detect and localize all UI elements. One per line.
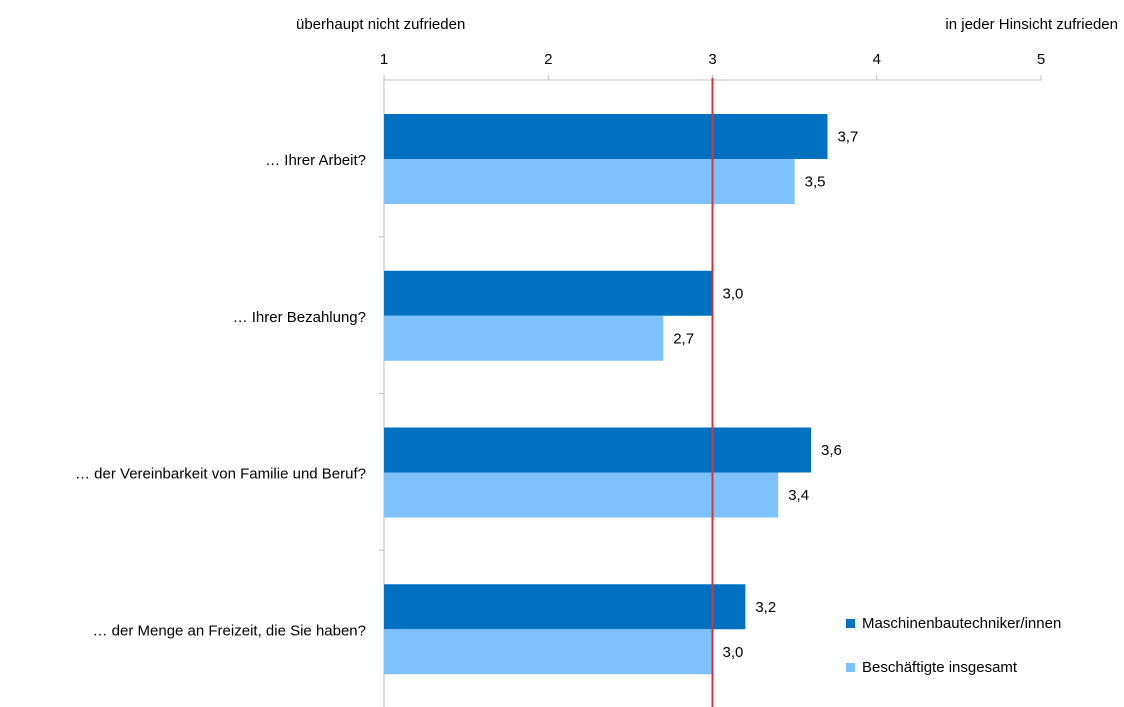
data-label-1-series-1: 3,7 [837,129,858,146]
scale-annotation-right: in jeder Hinsicht zufrieden [945,16,1118,33]
category-label-1: … Ihrer Arbeit? [265,152,366,169]
legend-swatch-series-2 [846,662,855,672]
legend: Maschinenbautechniker/innen Beschäftigte… [846,612,1061,700]
bar-4-series-2 [384,629,713,675]
x-tick-label-4: 4 [873,51,881,68]
bar-4-series-1 [384,584,746,630]
legend-label-series-1: Maschinenbautechniker/innen [862,614,1062,632]
bar-1-series-2 [384,159,795,204]
legend-item-series-2: Beschäftigte insgesamt [846,656,1061,678]
bar-3-series-2 [384,472,779,518]
legend-swatch-series-1 [846,618,855,628]
category-label-4: … der Menge an Freizeit, die Sie haben? [93,622,367,639]
x-tick-label-5: 5 [1037,51,1045,68]
category-label-3: … der Vereinbarkeit von Familie und Beru… [75,466,366,483]
data-label-4-series-1: 3,2 [755,599,776,616]
bar-3-series-1 [384,427,812,473]
legend-item-series-1: Maschinenbautechniker/innen [846,612,1061,634]
data-label-1-series-2: 3,5 [805,174,826,191]
bar-2-series-2 [384,315,664,361]
bar-2-series-1 [384,270,713,316]
x-tick-label-3: 3 [708,51,716,68]
scale-annotation-left: überhaupt nicht zufrieden [296,16,466,33]
data-label-2-series-2: 2,7 [673,330,694,347]
x-tick-label-2: 2 [544,51,552,68]
bar-1-series-1 [384,114,828,159]
legend-label-series-2: Beschäftigte insgesamt [862,658,1018,676]
data-label-4-series-2: 3,0 [723,644,744,661]
data-label-2-series-1: 3,0 [723,285,744,302]
x-tick-label-1: 1 [380,51,388,68]
data-label-3-series-1: 3,6 [821,442,842,459]
category-label-2: … Ihrer Bezahlung? [233,309,366,326]
data-label-3-series-2: 3,4 [788,487,809,504]
